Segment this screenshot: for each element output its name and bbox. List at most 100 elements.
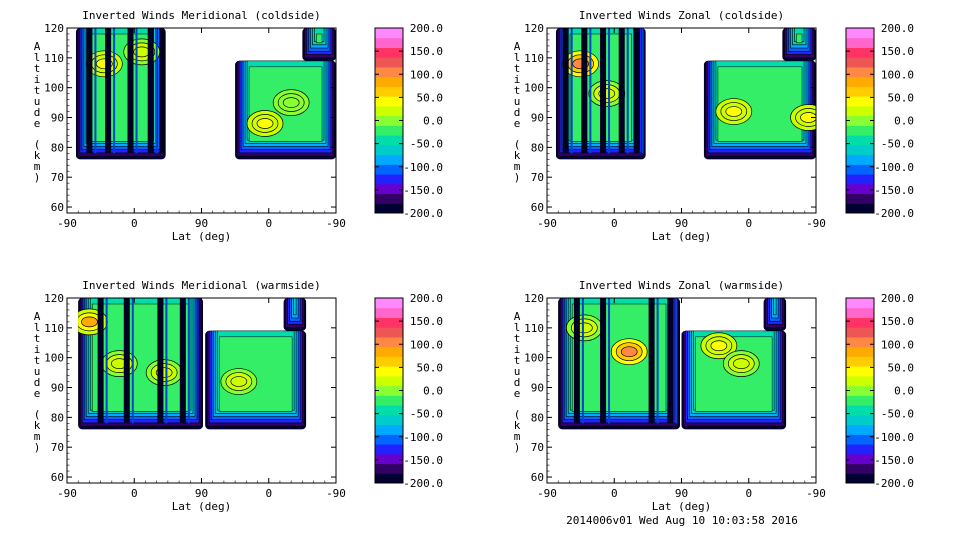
x-tick-label: -90 <box>537 217 557 230</box>
colorbar-swatch <box>846 86 874 97</box>
colorbar-swatch <box>375 105 403 117</box>
field-stripe <box>600 28 607 154</box>
y-tick-label: 70 <box>531 441 544 454</box>
field-stripe <box>127 28 134 154</box>
colorbar-swatch <box>846 154 874 165</box>
field-stripe <box>581 28 588 154</box>
colorbar-swatch <box>375 375 403 387</box>
field-stripe-edge <box>581 298 584 424</box>
x-tick-label: 90 <box>195 217 208 230</box>
colorbar-swatch <box>846 414 874 426</box>
colorbar-label: -200.0 <box>874 207 914 220</box>
x-tick-label: 0 <box>265 487 272 500</box>
colorbar-swatch <box>375 366 403 377</box>
colorbar-label: 50.0 <box>417 91 444 104</box>
y-tick-label: 100 <box>44 352 64 365</box>
chart-title: Inverted Winds Meridional (coldside) <box>82 9 320 22</box>
colorbar-swatch <box>846 28 874 39</box>
colorbar-swatch <box>375 317 403 328</box>
field-stripe-edge <box>155 28 158 154</box>
field-hotspot <box>800 112 817 123</box>
y-tick-label: 110 <box>44 322 64 335</box>
colorbar-label: -150.0 <box>403 454 443 467</box>
colorbar-swatch <box>846 193 874 204</box>
colorbar-label: 100.0 <box>881 68 914 81</box>
y-tick-label: 90 <box>531 112 544 125</box>
colorbar-swatch <box>375 174 403 185</box>
field-stripe <box>179 298 186 424</box>
colorbar-swatch <box>375 307 403 318</box>
y-tick-label: 110 <box>44 52 64 65</box>
colorbar-label: -50.0 <box>881 138 914 151</box>
y-tick-label: 90 <box>531 382 544 395</box>
colorbar-label: 0.0 <box>423 115 443 128</box>
colorbar-label: -100.0 <box>874 161 914 174</box>
colorbar-swatch <box>375 414 403 426</box>
y-tick-label: 100 <box>524 82 544 95</box>
x-tick-label: 0 <box>131 487 138 500</box>
colorbar-label: -50.0 <box>881 408 914 421</box>
colorbar-swatch <box>846 105 874 117</box>
chart-title: Inverted Winds Meridional (warmside) <box>82 279 320 292</box>
colorbar-swatch <box>846 453 874 465</box>
colorbar-swatch <box>375 444 403 455</box>
colorbar-swatch <box>846 125 874 136</box>
field-stripe-edge <box>656 298 659 424</box>
colorbar-label: 150.0 <box>410 45 443 58</box>
field-stripe-edge <box>113 28 116 154</box>
y-tick-label: 80 <box>531 141 544 154</box>
colorbar-swatch <box>375 298 403 309</box>
colorbar-swatch <box>846 424 874 435</box>
colorbar-swatch <box>375 57 403 68</box>
colorbar-swatch <box>375 86 403 97</box>
footer-timestamp: 2014006v01 Wed Aug 10 10:03:58 2016 <box>566 514 798 527</box>
chart-panel-2: Inverted Winds Zonal (coldside) 60 70 80 90 1… <box>514 9 914 243</box>
chart-panel-1: Inverted Winds Meridional (coldside) 60 70… <box>34 9 443 243</box>
x-tick-label: 90 <box>675 217 688 230</box>
colorbar-swatch <box>846 405 874 416</box>
colorbar-swatch <box>375 203 403 214</box>
field-stripe <box>123 298 130 424</box>
colorbar-swatch <box>846 444 874 455</box>
field-stripe <box>562 28 569 154</box>
colorbar-label: -100.0 <box>403 431 443 444</box>
colorbar: 200.0 150.0 100.0 50.0 0.0 -50.0 -100.0 -150.0 -… <box>845 22 915 220</box>
colorbar-label: 50.0 <box>888 91 915 104</box>
field-stripe-edge <box>570 28 573 154</box>
x-axis-label: Lat (deg) <box>652 500 712 513</box>
field-hotspot <box>620 346 638 358</box>
colorbar-label: 100.0 <box>410 338 443 351</box>
field-stripe-edge <box>608 28 611 154</box>
colorbar-swatch <box>846 76 874 87</box>
colorbar-swatch <box>375 76 403 87</box>
colorbar-swatch <box>846 327 874 338</box>
colorbar-swatch <box>846 203 874 214</box>
colorbar-swatch <box>846 385 874 396</box>
colorbar-label: -200.0 <box>403 207 443 220</box>
colorbar-swatch <box>846 366 874 377</box>
field-stripe-edge <box>589 28 592 154</box>
colorbar-swatch <box>375 336 403 348</box>
y-tick-label: 120 <box>44 22 64 35</box>
field-hotspot <box>230 376 248 387</box>
colorbar-swatch <box>375 395 403 406</box>
x-tick-label: -90 <box>806 487 826 500</box>
colorbar-swatch <box>375 473 403 484</box>
colorbar: 200.0 150.0 100.0 50.0 0.0 -50.0 -100.0 -150.0 -… <box>374 22 444 220</box>
field-stripe <box>86 28 93 154</box>
colorbar-swatch <box>846 37 874 48</box>
colorbar-swatch <box>375 463 403 474</box>
colorbar-swatch <box>375 183 403 195</box>
y-tick-label: 80 <box>51 141 64 154</box>
colorbar-swatch <box>375 453 403 465</box>
colorbar-swatch <box>846 164 874 175</box>
colorbar-swatch <box>375 385 403 396</box>
colorbar-swatch <box>375 28 403 39</box>
y-tick-label: 110 <box>524 52 544 65</box>
chart-panel-3: Inverted Winds Meridional (warmside) 60 70… <box>34 279 443 513</box>
x-tick-label: -90 <box>326 217 346 230</box>
colorbar-label: 200.0 <box>881 292 914 305</box>
y-tick-label: 90 <box>51 382 64 395</box>
field-stripe <box>667 298 674 424</box>
